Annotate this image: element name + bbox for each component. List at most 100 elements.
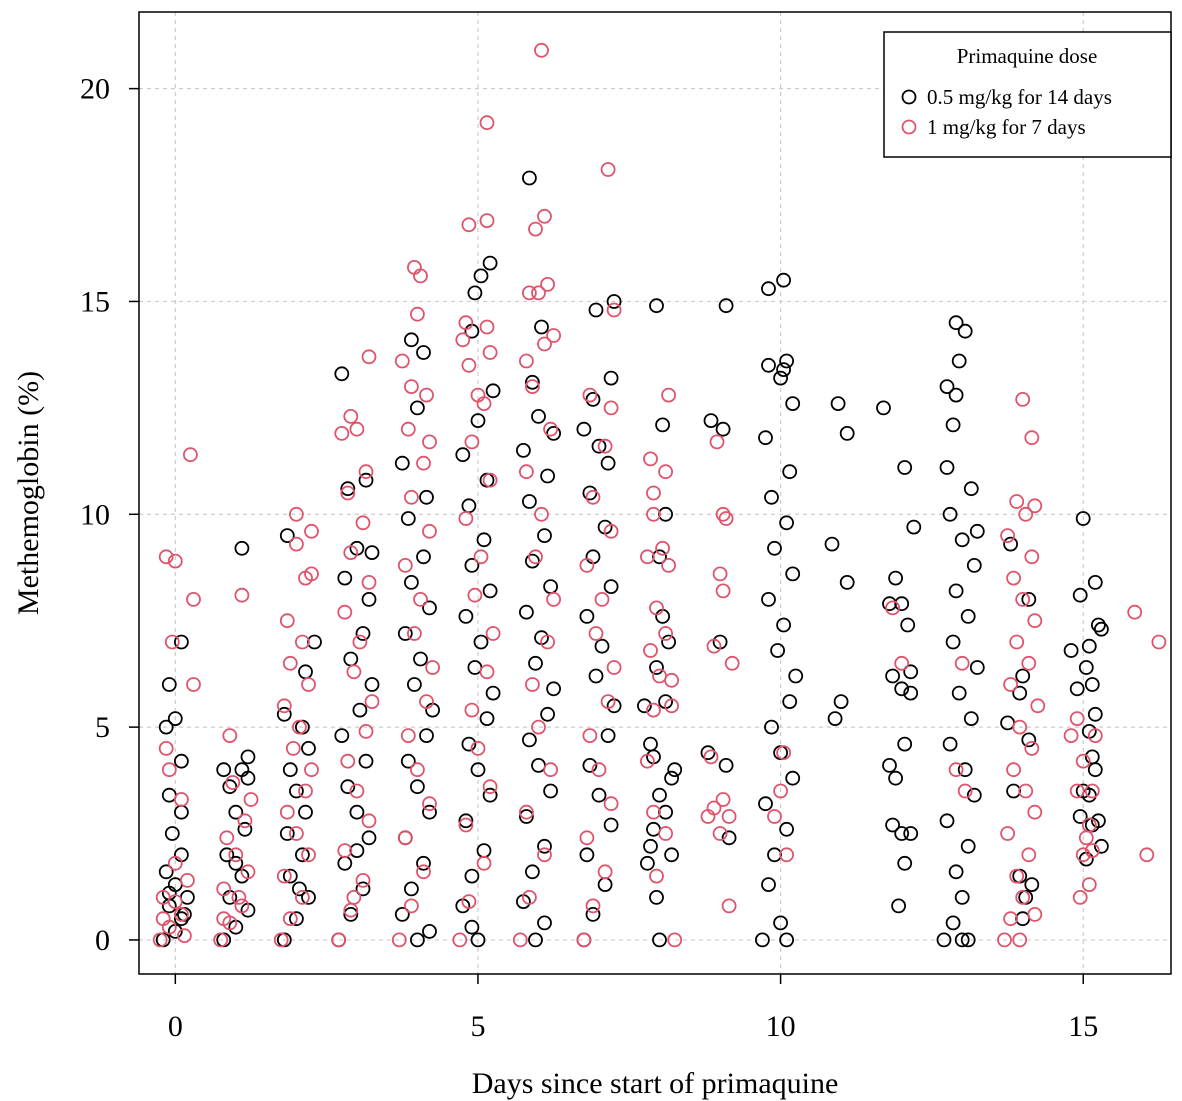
data-point (349, 804, 365, 820)
data-point (355, 515, 371, 531)
data-point (603, 796, 619, 812)
data-point (661, 387, 676, 403)
data-point (525, 374, 540, 390)
data-point (712, 826, 728, 841)
data-point (942, 506, 958, 522)
data-point (658, 506, 673, 522)
data-point (894, 826, 910, 841)
data-point (997, 932, 1012, 948)
data-point (721, 809, 737, 824)
data-point (1015, 391, 1031, 407)
data-point (173, 804, 189, 820)
data-point (969, 660, 985, 675)
data-point (1087, 575, 1103, 590)
y-tick-label: 20 (80, 73, 110, 106)
y-tick-label: 15 (80, 285, 110, 318)
data-point (355, 873, 371, 888)
data-point (467, 285, 483, 301)
data-point (422, 804, 437, 820)
data-point (1015, 911, 1031, 927)
data-point (467, 587, 483, 603)
data-point (649, 868, 664, 884)
data-point (282, 868, 298, 884)
data-point (243, 792, 259, 807)
data-point (216, 881, 232, 897)
data-point (485, 626, 501, 641)
data-point (785, 566, 801, 582)
data-point (416, 864, 431, 880)
data-point (646, 804, 661, 820)
data-point (603, 400, 619, 416)
data-point (1021, 732, 1037, 748)
data-point (219, 830, 235, 846)
data-point (1087, 706, 1103, 722)
data-point (397, 558, 413, 573)
data-point (482, 255, 498, 271)
data-point (966, 787, 982, 803)
data-point (1000, 528, 1015, 543)
data-point (785, 396, 801, 412)
y-tick-label: 0 (95, 924, 110, 957)
data-point (213, 932, 229, 948)
data-point (304, 566, 319, 582)
data-point (1151, 634, 1167, 650)
data-point (1027, 804, 1043, 820)
data-point (1024, 430, 1040, 446)
data-point (182, 447, 198, 463)
data-point (228, 855, 244, 871)
data-point (960, 838, 976, 854)
data-point (470, 413, 486, 429)
data-point (591, 787, 607, 803)
data-point (546, 425, 561, 441)
data-point (667, 932, 683, 948)
data-point (1012, 685, 1028, 701)
data-point (482, 345, 498, 360)
data-point (945, 915, 961, 931)
data-point (1087, 762, 1103, 778)
data-point (176, 928, 192, 944)
data-point (646, 821, 661, 837)
data-point (885, 817, 900, 833)
data-point (173, 907, 189, 922)
data-point (528, 221, 543, 237)
data-point (939, 813, 955, 829)
data-point (337, 843, 353, 858)
data-point (355, 626, 371, 641)
data-point (537, 915, 552, 931)
data-point (718, 298, 734, 314)
data-point (891, 898, 906, 914)
data-point (470, 387, 486, 403)
data-point (543, 579, 558, 594)
data-point (364, 545, 380, 560)
data-point (761, 877, 776, 892)
data-point (525, 677, 540, 692)
data-point (512, 932, 528, 948)
data-point (945, 634, 961, 650)
data-point (903, 826, 919, 841)
data-point (1094, 838, 1109, 854)
data-point (785, 770, 801, 786)
y-axis-ticks: 0 5 10 15 20 (80, 73, 139, 957)
data-point (403, 332, 419, 348)
data-point (346, 890, 362, 905)
data-point (761, 592, 776, 607)
legend-label-series-2: 1 mg/kg for 7 days (927, 115, 1086, 139)
data-point (394, 353, 410, 369)
data-point (525, 553, 540, 569)
data-point (403, 489, 419, 505)
data-point (1000, 715, 1015, 731)
data-point (652, 668, 667, 684)
data-point (646, 702, 661, 718)
data-point (522, 732, 537, 748)
data-point (646, 506, 661, 522)
data-point (464, 702, 480, 718)
data-point (152, 932, 168, 948)
data-point (240, 749, 256, 765)
data-point (288, 783, 304, 799)
data-point (582, 758, 598, 773)
data-point (706, 800, 722, 816)
data-point (1015, 668, 1031, 684)
data-point (352, 702, 368, 718)
data-point (337, 855, 353, 871)
